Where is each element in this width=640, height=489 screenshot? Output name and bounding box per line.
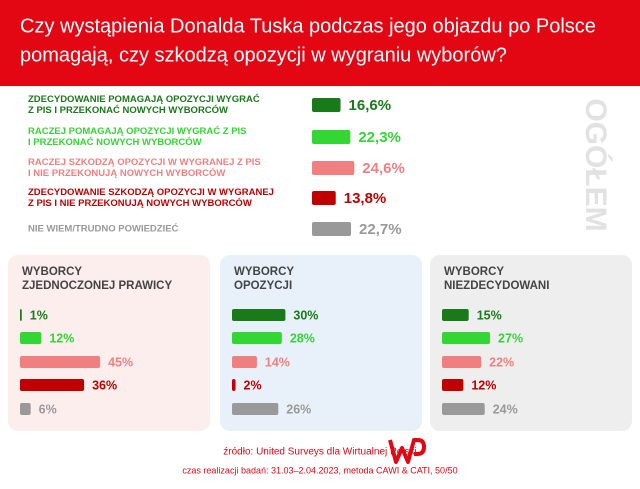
value-label: 36%: [92, 378, 117, 392]
category-label: NIE WIEM/TRUDNO POWIEDZIEĆ: [28, 223, 179, 235]
bar: [312, 222, 352, 236]
bar: [312, 161, 355, 175]
panel: [220, 255, 422, 431]
bar: [232, 356, 257, 368]
value-label: 1%: [30, 308, 48, 322]
bar: [20, 403, 31, 415]
source: źródło: United Surveys dla Wirtualnej Po…: [223, 447, 416, 458]
bar: [20, 356, 101, 368]
value-label: 2%: [244, 378, 262, 392]
category-label: ZDECYDOWANIE POMAGAJĄ OPOZYCJI WYGRAĆ: [28, 93, 260, 105]
note: czas realizacji badań: 31.03–2.04.2023, …: [182, 465, 457, 475]
panel-title: WYBORCY: [22, 266, 82, 278]
panel: [430, 255, 632, 431]
value-label: 15%: [477, 308, 502, 322]
bar: [442, 356, 482, 368]
bar: [20, 332, 42, 344]
bar: [442, 403, 485, 415]
bar: [442, 332, 491, 344]
value-label: 6%: [39, 402, 57, 416]
bar: [312, 130, 351, 144]
header-band: [0, 0, 640, 86]
value-label: 22%: [489, 355, 514, 369]
bar: [232, 379, 236, 391]
bar: [232, 332, 282, 344]
panel-title: OPOZYCJI: [234, 280, 292, 292]
bar: [442, 379, 464, 391]
value-label: 13,8%: [344, 190, 387, 207]
value-label: 16,6%: [349, 97, 392, 114]
category-label: Z PIS I PRZEKONAĆ NOWYCH WYBORCÓW: [28, 104, 228, 116]
value-label: 12%: [471, 378, 496, 392]
panel-title: WYBORCY: [444, 266, 504, 278]
panel-title: WYBORCY: [234, 266, 294, 278]
panel-title: NIEZDECYDOWANI: [444, 280, 549, 292]
bar: [312, 191, 336, 205]
title-line: pomagają, czy szkodzą opozycji w wygrani…: [20, 44, 507, 66]
value-label: 12%: [49, 331, 74, 345]
bar: [442, 309, 469, 321]
bar: [20, 309, 22, 321]
value-label: 14%: [265, 355, 290, 369]
bar: [232, 309, 286, 321]
side-title: OGÓŁEM: [579, 98, 613, 231]
bar: [232, 403, 279, 415]
bar: [20, 379, 85, 391]
value-label: 24%: [493, 402, 518, 416]
title-line: Czy wystąpienia Donalda Tuska podczas je…: [20, 15, 596, 37]
category-label: I PRZEKONAĆ NOWYCH WYBORCÓW: [28, 136, 202, 148]
category-label: ZDECYDOWANIE SZKODZĄ OPOZYCJI W WYGRANEJ: [28, 187, 274, 198]
value-label: 28%: [290, 331, 315, 345]
category-label: RACZEJ POMAGAJĄ OPOZYCJI WYGRAĆ Z PIS: [28, 125, 247, 137]
wp-logo: [388, 438, 426, 464]
value-label: 27%: [498, 331, 523, 345]
category-label: I NIE PRZEKONUJĄ NOWYCH WYBORCÓW: [28, 167, 225, 179]
value-label: 22,3%: [358, 129, 401, 146]
category-label: RACZEJ SZKODZĄ OPOZYCJI W WYGRANEJ Z PIS: [28, 157, 261, 168]
value-label: 24,6%: [362, 160, 405, 177]
category-label: Z PIS I NIE PRZEKONUJĄ NOWYCH WYBORCÓW: [28, 197, 252, 209]
value-label: 26%: [286, 402, 311, 416]
value-label: 22,7%: [359, 221, 402, 238]
value-label: 30%: [293, 308, 318, 322]
value-label: 45%: [108, 355, 133, 369]
bar: [312, 98, 341, 112]
panel-title: ZJEDNOCZONEJ PRAWICY: [22, 280, 172, 292]
